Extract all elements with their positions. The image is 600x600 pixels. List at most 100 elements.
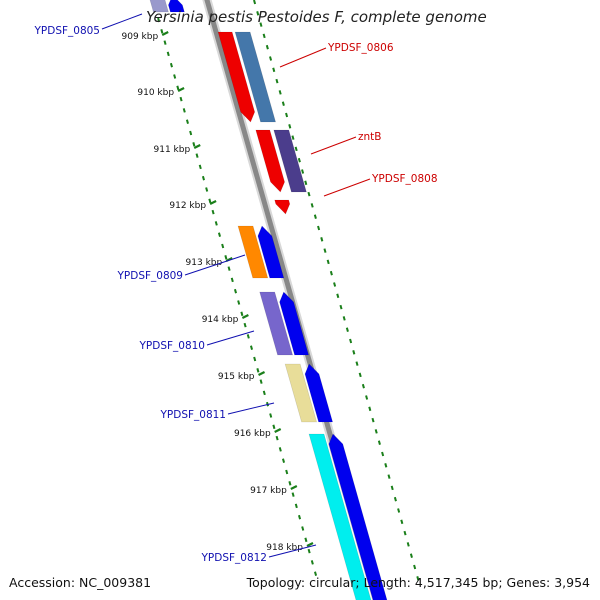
ruler-major-tick — [274, 428, 282, 433]
outer-tick-mark — [281, 101, 285, 106]
ruler-minor-tick — [198, 164, 202, 170]
gene-label-leader — [268, 544, 317, 558]
gene-label-leader — [184, 254, 246, 276]
ruler-minor-tick — [294, 503, 298, 509]
ruler-minor-tick — [176, 85, 180, 91]
gene-ypdsf-0805 — [149, 0, 185, 13]
gene-label: YPDSF_0805 — [33, 25, 100, 37]
outer-tick-mark — [384, 463, 388, 468]
outer-tick-mark — [403, 530, 407, 536]
outer-tick-mark — [317, 225, 321, 231]
gene-feature-band — [273, 129, 307, 193]
outer-tick-mark — [358, 372, 362, 378]
outer-tick-mark — [297, 157, 301, 163]
outer-tick-mark — [329, 270, 333, 276]
accession-text: Accession: NC_009381 — [9, 575, 152, 590]
ruler-minor-tick — [304, 537, 308, 543]
outer-tick-mark — [352, 350, 356, 355]
genome-title: Yersinia pestis Pestoides F, complete ge… — [146, 8, 487, 26]
gene-label: YPDSF_0806 — [327, 42, 394, 54]
gene-ypdsf-0812 — [308, 433, 388, 600]
gene-cds-arrow — [168, 0, 185, 13]
ruler-major-tick — [177, 87, 185, 92]
ruler-minor-tick — [253, 356, 257, 362]
outer-tick-mark — [333, 282, 337, 287]
outer-tick-mark — [278, 90, 282, 95]
outer-tick-mark — [406, 542, 410, 547]
gene-feature-band — [308, 433, 372, 600]
ruler-minor-tick — [163, 40, 167, 45]
outer-tick-mark — [416, 576, 420, 581]
ruler-minor-tick — [246, 334, 250, 339]
ruler-minor-tick — [201, 175, 205, 181]
ruler-minor-tick — [307, 548, 311, 554]
gene-labels: YPDSF_0805 YPDSF_0806 zntB YPDSF_0808 YPDSF_… — [33, 13, 438, 564]
ruler-minor-tick — [301, 526, 305, 531]
outer-tick-mark — [409, 553, 413, 558]
ruler-major-tick — [290, 485, 298, 490]
ruler-minor-tick — [169, 62, 173, 68]
outer-tick-mark — [262, 33, 266, 39]
ruler-minor-tick — [224, 255, 228, 260]
ruler-minor-tick — [208, 198, 212, 204]
gene-label-leader — [323, 178, 371, 197]
ruler-minor-tick — [173, 74, 177, 79]
ruler-minor-tick — [189, 130, 193, 136]
ruler-minor-tick — [256, 368, 260, 373]
ruler-minor-tick — [195, 153, 199, 158]
ruler-tick-label: 915 kbp — [218, 372, 255, 382]
gene-label-leader — [279, 47, 327, 68]
ruler-minor-tick — [249, 345, 254, 350]
outer-tick-mark — [256, 11, 260, 16]
outer-tick-mark — [269, 56, 273, 61]
outer-tick-mark — [339, 304, 343, 310]
ruler-minor-tick — [221, 243, 225, 249]
ruler-tick-label: 913 kbp — [186, 258, 223, 268]
ruler-minor-tick — [288, 481, 292, 486]
outer-tick-mark — [265, 44, 269, 50]
genome-summary-text: Topology: circular; Length: 4,517,345 bp… — [246, 575, 590, 590]
outer-tick-mark — [349, 338, 353, 344]
outer-tick-mark — [342, 316, 346, 321]
gene-zntb — [255, 129, 307, 193]
ruler-tick-label: 916 kbp — [234, 429, 271, 439]
ruler-minor-tick — [227, 266, 231, 271]
outer-tick-mark — [291, 135, 295, 140]
ruler-minor-tick — [275, 435, 279, 441]
outer-tick-mark — [361, 383, 365, 389]
ruler-minor-tick — [310, 560, 314, 565]
gene-ypdsf-0808 — [274, 199, 291, 215]
ruler-minor-tick — [259, 379, 263, 384]
gene-label-leader — [310, 136, 357, 155]
ruler-minor-tick — [179, 96, 183, 102]
ruler-minor-tick — [217, 232, 221, 237]
outer-tick-mark — [320, 237, 324, 242]
ruler-minor-tick — [285, 469, 289, 475]
gene-label-leader — [227, 402, 275, 415]
outer-tick-mark — [336, 293, 340, 299]
ruler-tick-label: 910 kbp — [137, 88, 174, 98]
ruler-minor-tick — [272, 424, 276, 430]
gene-label: zntB — [358, 131, 382, 143]
gene-cds-arrow — [255, 129, 285, 193]
gene-cds-arrow — [217, 31, 256, 123]
outer-tick-mark — [323, 248, 327, 253]
ruler-minor-tick — [205, 187, 209, 192]
ruler-tick-label: 914 kbp — [202, 315, 239, 325]
ruler-major-tick — [241, 314, 249, 319]
gene-feature-band — [149, 0, 169, 13]
gene-cds-arrow — [328, 433, 388, 600]
ruler-minor-tick — [298, 514, 302, 520]
outer-tick-mark — [301, 169, 305, 174]
gene-cds-arrow — [274, 199, 291, 215]
outer-tick-mark — [368, 406, 372, 412]
ruler-minor-tick — [157, 17, 161, 23]
outer-tick-mark — [275, 78, 279, 84]
ruler-minor-tick — [269, 413, 273, 418]
ruler-minor-tick — [278, 447, 282, 452]
ruler-tick-label: 909 kbp — [122, 32, 159, 42]
ruler-minor-tick — [160, 29, 164, 34]
outer-tick-mark — [374, 429, 378, 434]
gene-ypdsf-0810 — [259, 291, 309, 356]
